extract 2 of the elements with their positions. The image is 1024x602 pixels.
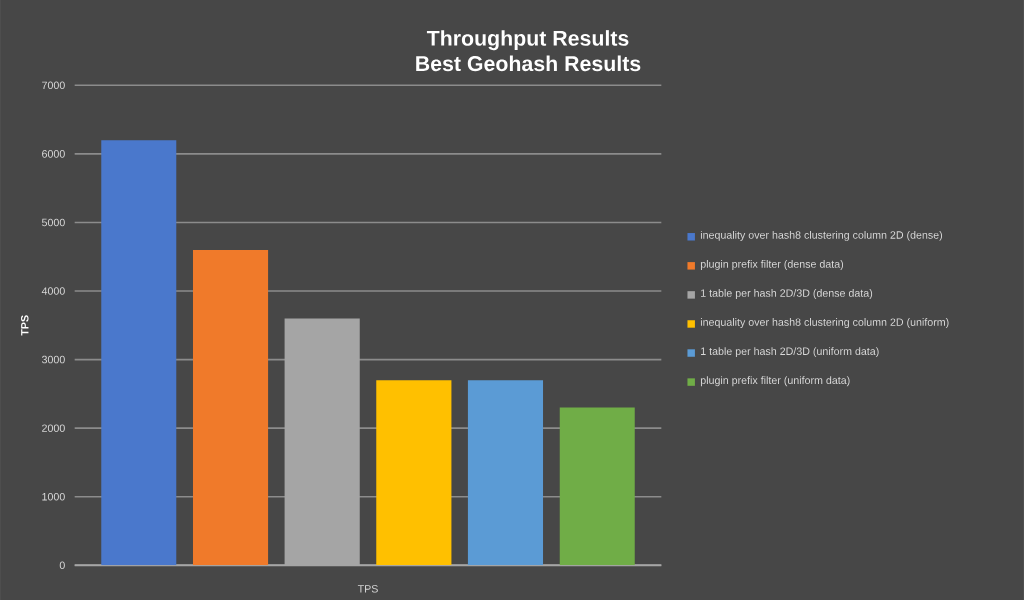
chart-title: Throughput Results — [426, 30, 629, 51]
chart-subtitle: Best Geohash Results — [416, 55, 641, 72]
